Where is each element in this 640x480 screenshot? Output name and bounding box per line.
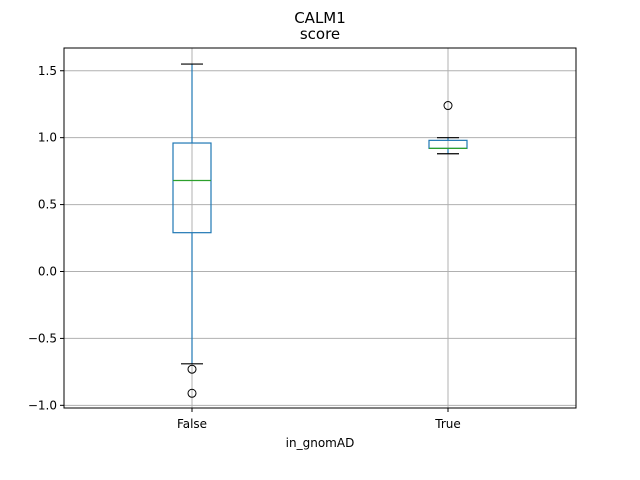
y-tick-label: 1.5 xyxy=(38,64,57,78)
y-tick-label: 0.5 xyxy=(38,198,57,212)
x-tick-label: False xyxy=(177,417,207,431)
plot-frame xyxy=(63,47,577,409)
outlier-point xyxy=(443,101,453,111)
chart-title: CALM1 xyxy=(294,9,346,27)
outlier-point xyxy=(187,364,197,374)
x-axis-label: in_gnomAD xyxy=(286,436,355,450)
outlier-point xyxy=(187,388,197,398)
x-tick-label: True xyxy=(434,417,461,431)
y-tick-label: −1.0 xyxy=(28,398,57,412)
y-tick-label: 0.0 xyxy=(38,264,57,278)
y-tick-label: −0.5 xyxy=(28,331,57,345)
box-iqr xyxy=(172,142,212,234)
y-tick-label: 1.0 xyxy=(38,131,57,145)
chart-subtitle: score xyxy=(299,25,341,43)
